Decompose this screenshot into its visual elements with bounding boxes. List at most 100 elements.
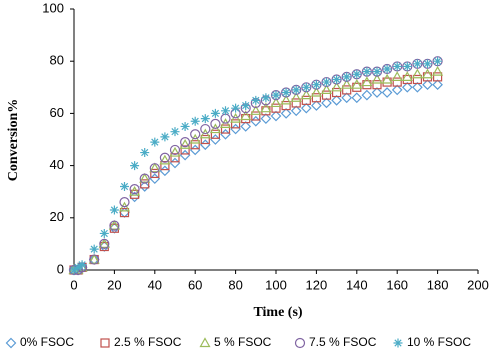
data-point	[231, 103, 241, 113]
data-point	[332, 87, 342, 98]
data-point	[322, 77, 331, 87]
data-point	[433, 56, 443, 66]
data-point	[199, 128, 211, 139]
data-point	[401, 71, 413, 81]
data-point	[402, 61, 412, 71]
legend-marker	[5, 337, 17, 349]
legend-label: 2.5 % FSOC	[114, 335, 182, 349]
data-point	[169, 157, 181, 169]
data-point	[130, 161, 140, 171]
data-point	[73, 262, 83, 272]
data-point	[301, 82, 311, 92]
data-point	[77, 260, 87, 270]
x-tick-label: 20	[107, 277, 121, 292]
y-tick-label: 20	[50, 209, 64, 224]
data-point	[351, 92, 363, 104]
y-tick-label: 100	[42, 0, 64, 15]
data-point	[99, 228, 109, 238]
data-point	[199, 139, 211, 151]
data-point	[109, 220, 120, 231]
data-point	[159, 165, 171, 177]
data-point	[160, 132, 170, 142]
data-point	[210, 118, 221, 129]
data-point	[210, 134, 221, 145]
x-tick-label: 80	[228, 277, 242, 292]
data-point	[230, 123, 241, 135]
data-point	[109, 205, 119, 215]
data-point	[240, 110, 252, 121]
data-point	[301, 95, 311, 105]
data-point	[241, 101, 251, 111]
data-point	[361, 89, 373, 101]
data-point	[149, 162, 161, 173]
data-point	[352, 69, 362, 79]
data-point	[270, 110, 282, 122]
data-point	[190, 116, 200, 126]
data-point	[230, 112, 242, 123]
data-point	[332, 74, 342, 84]
data-point	[120, 181, 129, 191]
data-point	[310, 86, 322, 97]
data-point	[170, 127, 180, 137]
legend-label: 0% FSOC	[20, 335, 74, 349]
data-point	[271, 90, 281, 100]
data-point	[311, 80, 321, 90]
data-point	[321, 90, 332, 100]
data-point	[189, 144, 201, 156]
data-point	[412, 59, 422, 69]
x-tick-label: 120	[306, 277, 328, 292]
data-point	[392, 77, 402, 87]
x-tick-label: 200	[467, 277, 489, 292]
data-point	[412, 81, 423, 93]
x-tick-label: 180	[427, 277, 449, 292]
data-point	[118, 201, 131, 212]
x-tick-label: 140	[346, 277, 368, 292]
data-point	[140, 148, 150, 158]
data-point	[169, 146, 181, 157]
data-point	[391, 71, 403, 81]
y-tick-label: 40	[50, 157, 64, 172]
data-point	[179, 138, 191, 149]
x-axis-title: Time (s)	[253, 305, 302, 320]
legend-marker	[393, 338, 403, 348]
data-point	[411, 68, 423, 79]
data-point	[210, 108, 220, 118]
data-point	[382, 64, 392, 74]
data-point	[341, 78, 353, 89]
legend-label: 10 % FSOC	[407, 335, 471, 349]
data-point	[180, 121, 190, 131]
legend-marker	[199, 337, 211, 348]
data-point	[351, 78, 363, 89]
data-point	[250, 115, 262, 127]
data-point	[261, 93, 271, 103]
data-point	[381, 73, 393, 84]
data-point	[250, 105, 262, 115]
data-point	[361, 76, 373, 87]
data-point	[401, 81, 413, 93]
data-point	[88, 253, 100, 264]
data-point	[190, 129, 201, 140]
data-point	[331, 95, 342, 106]
data-point	[200, 123, 211, 135]
data-point	[281, 88, 291, 98]
data-point	[160, 161, 170, 171]
x-tick-label: 160	[386, 277, 408, 292]
data-point	[89, 254, 100, 265]
y-tick-label: 80	[50, 53, 64, 68]
data-point	[150, 168, 160, 179]
legend-label: 5 % FSOC	[214, 335, 272, 349]
legend-marker	[294, 337, 306, 349]
data-point	[432, 65, 444, 76]
y-axis-title: Conversion%	[6, 99, 21, 181]
data-point	[260, 102, 272, 113]
data-point	[108, 219, 120, 230]
data-point	[271, 103, 281, 113]
data-point	[220, 124, 231, 134]
data-point	[432, 79, 443, 91]
data-point	[290, 105, 302, 117]
data-point	[150, 137, 160, 147]
data-point	[159, 152, 170, 163]
data-point	[200, 134, 210, 145]
